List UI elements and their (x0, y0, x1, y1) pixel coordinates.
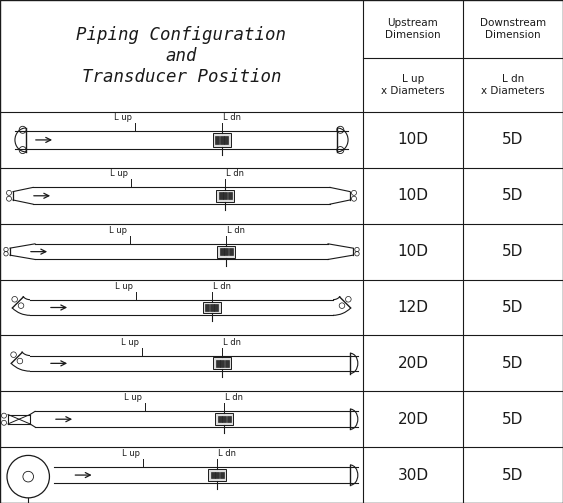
Bar (222, 416, 226, 423)
Bar (213, 133, 231, 147)
Text: 5D: 5D (502, 244, 524, 259)
Bar (215, 304, 218, 311)
Text: 20D: 20D (397, 356, 428, 371)
Text: 10D: 10D (397, 188, 428, 203)
Bar (208, 469, 226, 481)
Text: 5D: 5D (502, 132, 524, 147)
Bar (216, 136, 220, 144)
Text: L dn: L dn (225, 393, 243, 402)
Text: 5D: 5D (502, 188, 524, 203)
Text: L dn: L dn (223, 113, 241, 122)
Text: L dn: L dn (218, 449, 236, 458)
Text: Upstream
Dimension: Upstream Dimension (385, 18, 441, 40)
Bar (217, 246, 235, 258)
Bar (225, 136, 229, 144)
Bar (217, 416, 221, 423)
Text: 5D: 5D (502, 300, 524, 315)
Bar (225, 360, 229, 367)
Text: L up: L up (115, 282, 133, 291)
Bar (220, 360, 224, 367)
Text: L up
x Diameters: L up x Diameters (381, 74, 445, 96)
Text: 30D: 30D (397, 468, 428, 482)
Text: 10D: 10D (397, 244, 428, 259)
Bar (220, 248, 224, 255)
Bar (224, 248, 228, 255)
Bar (205, 304, 209, 311)
Bar (219, 192, 223, 199)
Text: L dn: L dn (213, 282, 231, 291)
Bar (203, 302, 221, 313)
Bar (224, 192, 227, 199)
Text: 12D: 12D (397, 300, 428, 315)
Text: L up: L up (114, 113, 132, 122)
Text: Downstream
Dimension: Downstream Dimension (480, 18, 546, 40)
Text: L up: L up (122, 449, 140, 458)
Bar (226, 416, 230, 423)
Bar (211, 472, 215, 478)
Bar (215, 472, 219, 478)
Text: L dn: L dn (227, 226, 245, 235)
Bar (215, 413, 233, 425)
Bar (210, 304, 214, 311)
Text: L dn: L dn (223, 338, 241, 347)
Text: L dn
x Diameters: L dn x Diameters (481, 74, 545, 96)
Text: 5D: 5D (502, 356, 524, 371)
Bar (228, 192, 232, 199)
Text: L up: L up (124, 393, 142, 402)
Bar (216, 190, 234, 202)
Text: 20D: 20D (397, 412, 428, 427)
Text: L dn: L dn (226, 170, 244, 179)
Bar (213, 358, 231, 369)
Bar (220, 136, 224, 144)
Text: Piping Configuration
and
Transducer Position: Piping Configuration and Transducer Posi… (77, 26, 287, 86)
Text: L up: L up (121, 338, 139, 347)
Bar (216, 360, 220, 367)
Text: L up: L up (109, 226, 127, 235)
Text: 10D: 10D (397, 132, 428, 147)
Bar (229, 248, 233, 255)
Bar (220, 472, 224, 478)
Text: 5D: 5D (502, 412, 524, 427)
Text: 5D: 5D (502, 468, 524, 482)
Text: L up: L up (110, 170, 128, 179)
